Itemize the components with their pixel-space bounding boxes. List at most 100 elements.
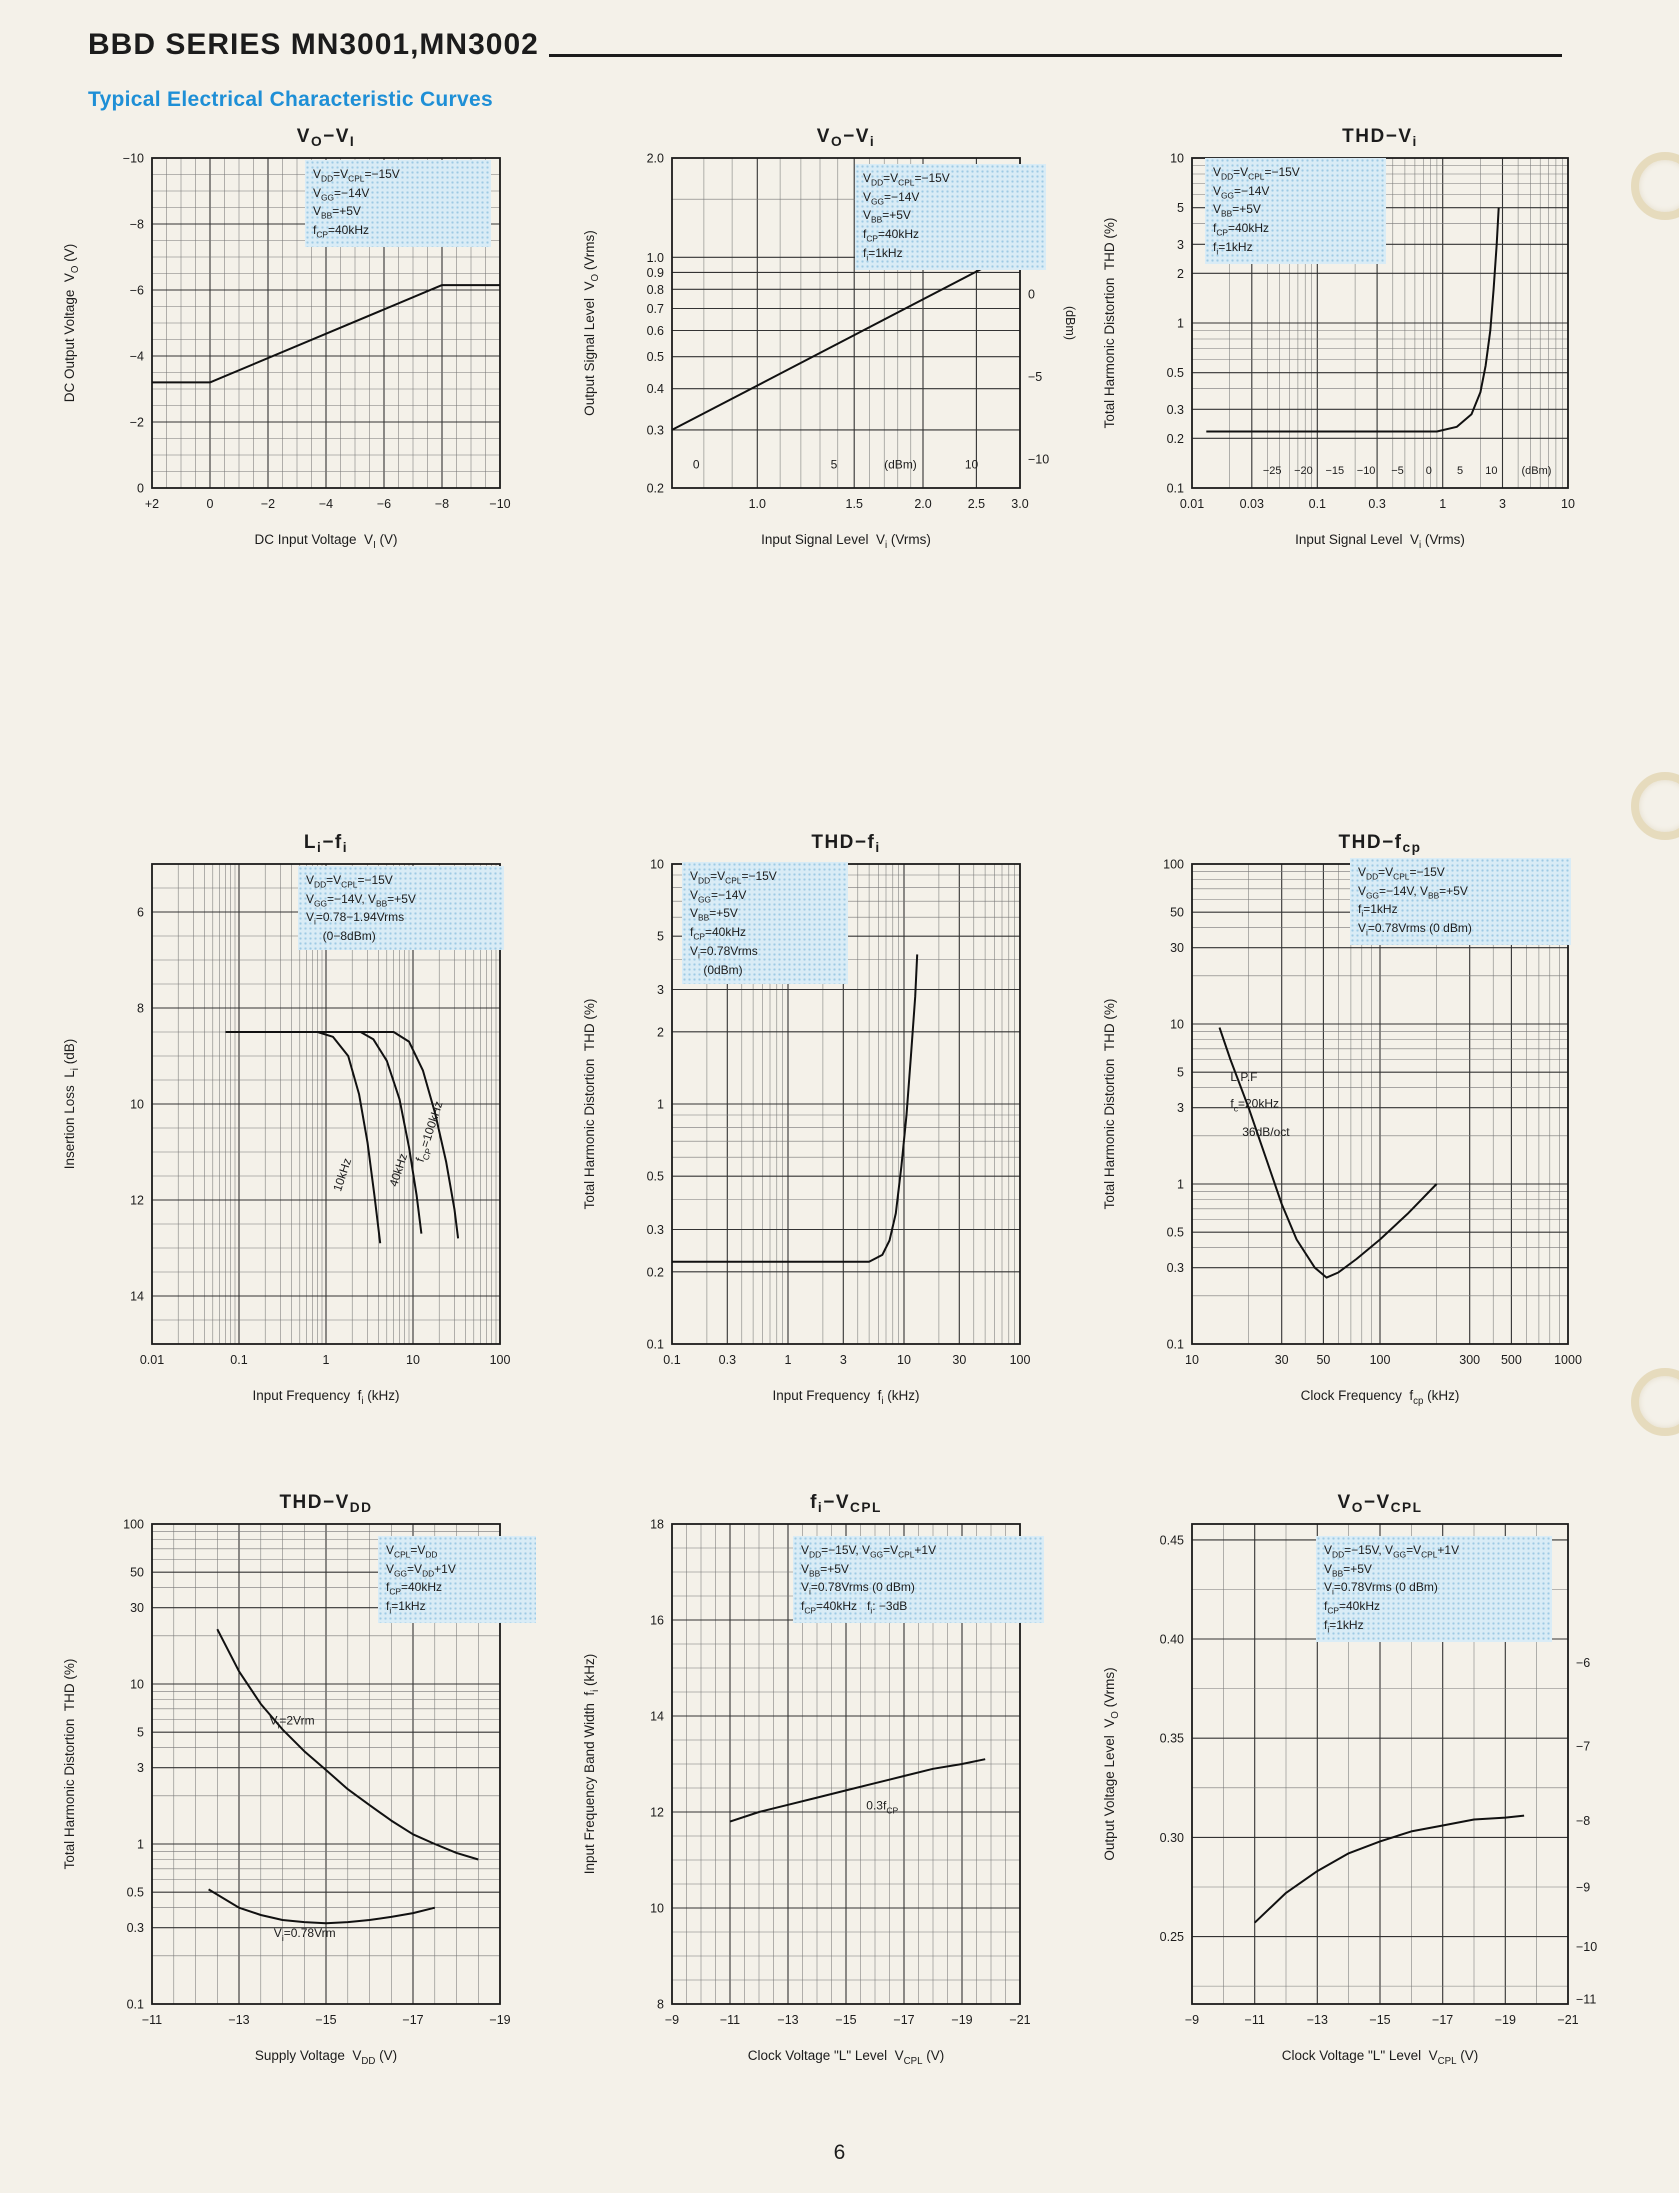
svg-text:−11: −11	[142, 2013, 162, 2027]
svg-text:50: 50	[1316, 1353, 1330, 1367]
conditions-box: VDD=−15V, VGG=VCPL+1V VBB=+5V Vi=0.78Vrms …	[793, 1536, 1044, 1623]
chart-thd-vi: 0.01 0.03 0.1 0.3 1 3 10 0.1 0.2 0.3 0.5 1 2 3 5 10 Inpu…	[1088, 116, 1628, 566]
svg-text:fc=20kHz: fc=20kHz	[1230, 1097, 1279, 1114]
svg-text:0.3: 0.3	[647, 1223, 664, 1237]
svg-text:10: 10	[130, 1098, 144, 1112]
svg-text:Total Harmonic Distortion THD: Total Harmonic Distortion THD (%)	[1102, 218, 1117, 429]
svg-text:−10: −10	[489, 497, 510, 511]
svg-text:−4: −4	[130, 350, 144, 364]
svg-text:0.9: 0.9	[647, 266, 664, 280]
svg-text:−25: −25	[1263, 465, 1282, 477]
svg-text:100: 100	[1010, 1353, 1031, 1367]
svg-text:3: 3	[137, 1761, 144, 1775]
svg-text:3: 3	[1177, 1101, 1184, 1115]
chart-vo-vcpl: −9 −11 −13 −15 −17 −19 −21 0.25 0.30 0.35 0.40 0.45…	[1088, 1482, 1628, 2082]
series-vi-0-78vrm	[208, 1888, 436, 1925]
svg-text:0.01: 0.01	[140, 1353, 164, 1367]
svg-text:−17: −17	[1432, 2013, 1453, 2027]
svg-text:1: 1	[137, 1838, 144, 1852]
series-output-level	[1254, 1814, 1525, 1924]
chart-fi-vcpl: −9 −11 −13 −15 −17 −19 −21 8 10 12 14 16 18 Clock Vol…	[568, 1482, 1080, 2082]
svg-text:14: 14	[650, 1710, 664, 1724]
svg-text:−17: −17	[402, 2013, 423, 2027]
svg-text:0.2: 0.2	[647, 1265, 664, 1279]
svg-text:−15: −15	[1325, 465, 1344, 477]
svg-text:8: 8	[137, 1002, 144, 1016]
svg-text:−9: −9	[665, 2013, 679, 2027]
svg-text:DC Output Voltage VO (V): DC Output Voltage VO (V)	[62, 244, 81, 402]
svg-text:−15: −15	[315, 2013, 336, 2027]
svg-text:0.7: 0.7	[647, 302, 664, 316]
svg-text:Clock Frequency fcp (kHz): Clock Frequency fcp (kHz)	[1301, 1388, 1460, 1407]
svg-text:0.3: 0.3	[127, 1921, 144, 1935]
svg-text:3: 3	[657, 983, 664, 997]
svg-text:−9: −9	[1576, 1881, 1590, 1895]
condition-line: fi=1kHz	[1358, 902, 1398, 919]
svg-text:Clock Voltage "L" Level VCPL: Clock Voltage "L" Level VCPL (V)	[748, 2048, 945, 2067]
svg-text:L.P.F: L.P.F	[1230, 1070, 1257, 1084]
svg-text:1: 1	[1439, 497, 1446, 511]
svg-text:1.0: 1.0	[647, 251, 664, 265]
svg-text:0.5: 0.5	[1167, 1226, 1184, 1240]
svg-text:−11: −11	[1245, 2013, 1265, 2027]
svg-text:Input Signal Level Vi (Vrms): Input Signal Level Vi (Vrms)	[1295, 532, 1465, 551]
svg-text:−6: −6	[377, 497, 391, 511]
condition-line: VDD=VCPL=−15V	[1358, 865, 1445, 882]
svg-text:300: 300	[1459, 1353, 1480, 1367]
svg-text:3: 3	[1499, 497, 1506, 511]
chart-thd-fi: 0.1 0.3 1 3 10 30 100 0.1 0.2 0.3 0.5 1 2 3 5 10 Input F…	[568, 822, 1080, 1422]
svg-text:0.1: 0.1	[127, 1998, 144, 2012]
svg-text:0.3: 0.3	[1368, 497, 1385, 511]
svg-text:+2: +2	[145, 497, 159, 511]
svg-text:0: 0	[693, 458, 700, 472]
condition-line: Vi=0.78Vrms (0 dBm)	[1358, 921, 1472, 938]
svg-text:−21: −21	[1557, 2013, 1578, 2027]
condition-line: VDD=VCPL=−15V	[690, 869, 777, 886]
series-fcp-100kHz	[225, 1031, 460, 1239]
svg-text:5: 5	[1457, 465, 1463, 477]
svg-text:−4: −4	[319, 497, 333, 511]
svg-text:12: 12	[130, 1194, 144, 1208]
svg-text:−5: −5	[1391, 465, 1404, 477]
svg-text:−11: −11	[720, 2013, 740, 2027]
condition-line: (0dBm)	[690, 962, 743, 977]
condition-line: fCP=40kHz	[1213, 221, 1270, 238]
svg-text:30: 30	[952, 1353, 966, 1367]
chart-vo-vi-dc: +2 0 −2 −4 −6 −8 −10 0 −2 −4 −6 −8 −10 DC Input Volta…	[48, 116, 560, 566]
series	[1254, 1814, 1525, 1924]
condition-line: VBB=+5V	[1324, 1561, 1372, 1579]
svg-text:10: 10	[650, 1902, 664, 1916]
page-number: 6	[833, 2141, 846, 2164]
condition-line: Vi=0.78Vrms (0 dBm)	[801, 1580, 915, 1597]
condition-line: VBB=+5V	[313, 204, 361, 221]
chart-canvas-thd-fcp: 10 30 50 100 300 500 1000 0.1 0.3 0.5 1 3 5 10 30 50 100…	[1102, 832, 1582, 1407]
condition-line: VGG=VDD+1V	[386, 1561, 456, 1579]
condition-line: Vi=0.78−1.94Vrms	[306, 910, 405, 927]
condition-line: fi=1kHz	[386, 1599, 426, 1616]
chart-title: VO−VCPL	[1338, 1492, 1423, 1515]
svg-text:2.5: 2.5	[968, 497, 985, 511]
axis-ticks: 1.0 1.5 2.0 2.5 3.00.20.30.40.50.60.70.80.91…	[647, 152, 1077, 512]
svg-text:Clock Voltage "L" Level VCPL: Clock Voltage "L" Level VCPL (V)	[1282, 2048, 1479, 2067]
condition-line: VDD=−15V, VGG=VCPL+1V	[1324, 1543, 1460, 1560]
svg-text:10: 10	[897, 1353, 911, 1367]
conditions-box: VCPL=VDD VGG=VDD+1V fCP=40kHz fi=1kHz	[378, 1536, 536, 1623]
svg-text:10: 10	[650, 858, 664, 872]
series-dc-transfer	[152, 284, 500, 384]
condition-line: VDD=VCPL=−15V	[863, 171, 950, 188]
condition-line: VGG=−14V	[313, 185, 370, 203]
svg-text:0.1: 0.1	[1309, 497, 1326, 511]
svg-text:12: 12	[650, 1806, 664, 1820]
axis-ticks: 0.1 0.3 1 3 10 30 100 0.1 0.2 0.3 0.5 1 2 3 5 10	[647, 858, 1031, 1368]
svg-text:10: 10	[1485, 465, 1497, 477]
svg-text:Input Frequency Band Width fi: Input Frequency Band Width fi (kHz)	[582, 1654, 601, 1875]
svg-text:−13: −13	[777, 2013, 798, 2027]
svg-text:10: 10	[965, 458, 979, 472]
condition-line: Vi=0.78Vrms (0 dBm)	[1324, 1580, 1438, 1597]
svg-text:30: 30	[1170, 941, 1184, 955]
svg-text:1: 1	[1177, 317, 1184, 331]
svg-text:1.5: 1.5	[846, 497, 863, 511]
series-fcp-40kHz	[225, 1031, 423, 1234]
svg-text:0.5: 0.5	[1167, 366, 1184, 380]
svg-text:0.5: 0.5	[127, 1886, 144, 1900]
